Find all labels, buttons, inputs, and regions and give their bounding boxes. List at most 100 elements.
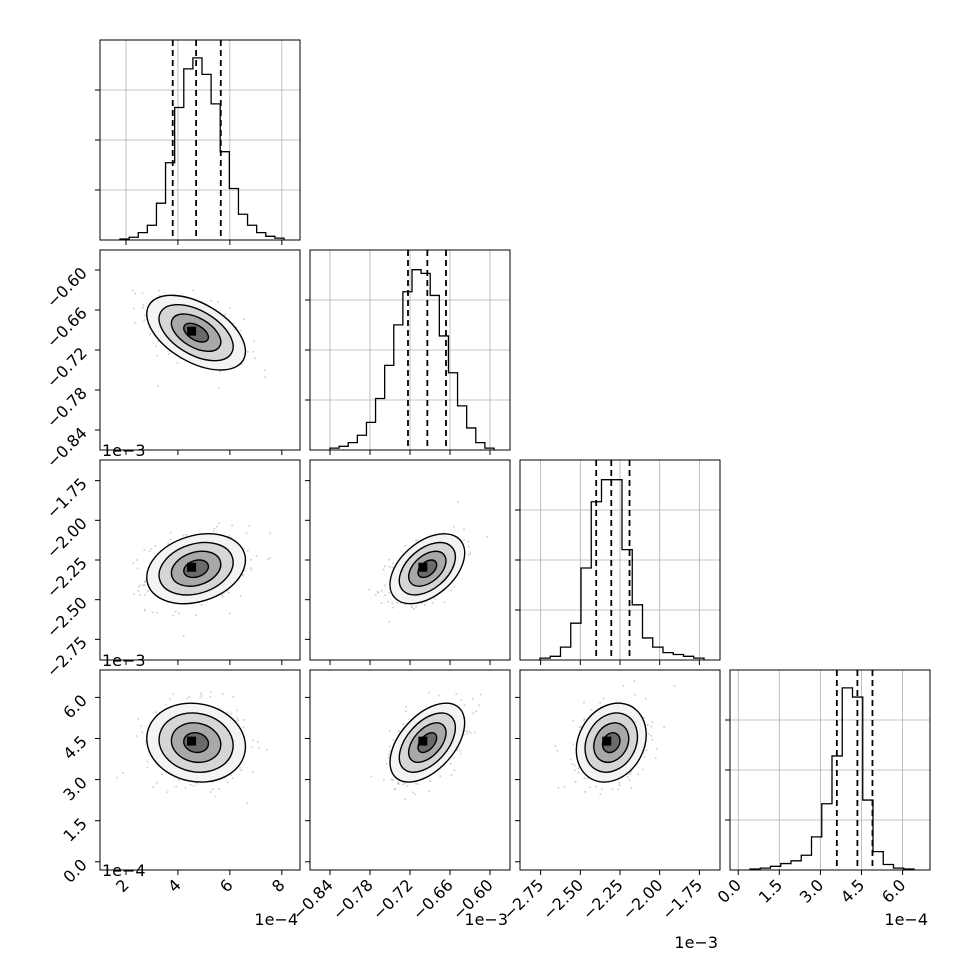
sample-point [634,693,637,696]
sample-point [415,538,418,541]
sample-point [177,778,180,781]
sample-point [389,565,392,568]
sample-point [431,601,434,604]
contour-panel-3-1 [305,669,511,875]
sample-point [478,704,481,707]
sample-point [143,581,146,584]
sample-point [137,585,140,588]
sample-point [231,524,234,527]
sample-point [618,784,621,787]
sample-point [584,790,587,793]
x-offset-label: 1e−4 [884,910,928,929]
sample-point [199,696,202,699]
sample-point [626,776,629,779]
sample-point [147,590,150,593]
sample-point [237,719,240,722]
sample-point [651,738,654,741]
sample-point [467,540,470,543]
sample-point [192,289,195,292]
sample-point [178,612,181,615]
sample-point [414,540,417,543]
sample-point [200,603,203,606]
sample-point [143,548,146,551]
sample-point [188,695,191,698]
sample-point [221,594,224,597]
histogram-steps [539,479,705,660]
x-offset-label: 1e−3 [674,933,718,952]
sample-point [405,705,408,708]
sample-point [246,350,249,353]
sample-point [411,791,414,794]
sample-point [245,532,248,535]
sample-point [579,725,582,728]
sample-point [453,769,456,772]
sample-point [221,693,224,696]
y-tick-label: −0.72 [43,343,91,391]
sample-point [192,784,195,787]
sample-point [414,793,417,796]
sample-point [388,753,391,756]
sample-point [182,635,185,638]
sample-point [622,684,625,687]
sample-point [577,771,580,774]
sample-point [650,725,653,728]
sample-point [479,693,482,696]
sample-point [175,785,178,788]
y-tick-label: −0.60 [43,263,91,311]
sample-point [380,602,383,605]
sample-point [630,787,633,790]
sample-point [146,760,149,763]
y-tick-label: −1.75 [43,474,91,522]
sample-point [387,756,390,759]
sample-point [383,594,386,597]
sample-point [577,767,580,770]
x-tick-label: 6.0 [878,875,909,906]
sample-point [462,528,465,531]
sample-point [209,695,212,698]
sample-point [599,701,602,704]
sample-point [472,712,475,715]
panel-frame [519,669,721,871]
sample-point [140,725,143,728]
sample-point [228,612,231,615]
sample-point [218,522,221,525]
sample-point [143,319,146,322]
sample-point [167,542,170,545]
panel-frame [99,459,301,661]
sample-point [251,771,254,774]
histogram-steps [119,57,285,240]
contour-panel-3-0 [95,669,301,875]
y-tick-label: −2.00 [43,514,91,562]
sample-point [416,783,419,786]
sample-point [242,318,245,321]
panel-frame [309,669,511,871]
sample-point [391,606,394,609]
x-tick-label: −2.50 [539,875,587,923]
x-tick-label: 6 [216,875,237,896]
sample-point [242,718,245,721]
sample-point [463,539,466,542]
sample-point [486,535,489,538]
sample-point [211,788,214,791]
sample-point [655,747,658,750]
sample-point [195,614,198,617]
sample-point [152,786,155,789]
sample-point [154,345,157,348]
sample-point [184,786,187,789]
sample-point [415,605,418,608]
sample-point [239,329,242,332]
sample-point [388,745,391,748]
sample-point [388,729,391,732]
sample-point [248,524,251,527]
sample-point [383,565,386,568]
sample-point [200,694,203,697]
sample-point [642,716,645,719]
sample-point [176,362,179,365]
sample-point [169,698,172,701]
sample-point [167,353,170,356]
sample-point [611,788,614,791]
sample-point [213,527,216,530]
sample-point [673,685,676,688]
sample-point [250,746,253,749]
sample-point [452,756,455,759]
